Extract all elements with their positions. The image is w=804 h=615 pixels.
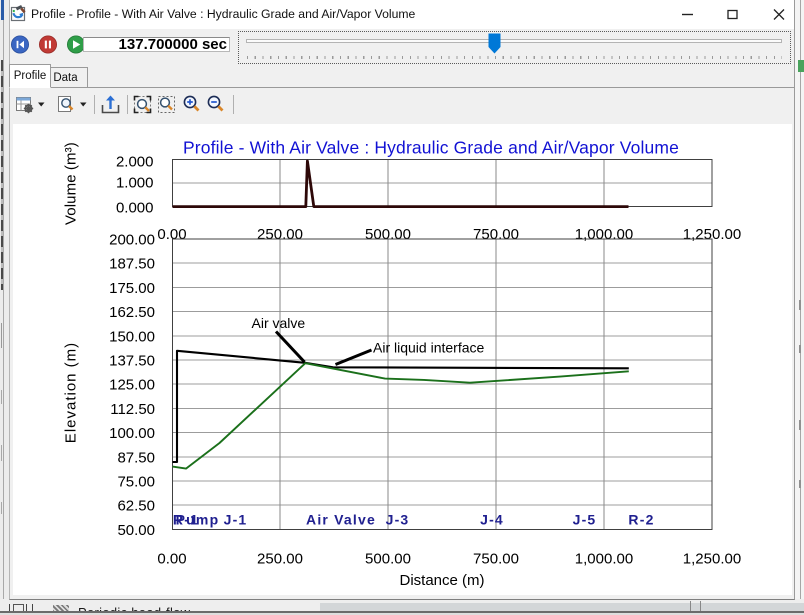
svg-text:J-5: J-5 xyxy=(573,512,597,528)
svg-text:R-2: R-2 xyxy=(628,512,654,528)
svg-text:162.50: 162.50 xyxy=(109,304,155,321)
svg-text:100.00: 100.00 xyxy=(109,425,155,442)
svg-text:J-4: J-4 xyxy=(480,512,504,528)
svg-text:Profile - With Air Valve : Hyd: Profile - With Air Valve : Hydraulic Gra… xyxy=(183,138,679,158)
svg-text:1.000: 1.000 xyxy=(116,175,154,192)
svg-text:175.00: 175.00 xyxy=(109,280,155,297)
svg-text:87.50: 87.50 xyxy=(117,449,155,466)
svg-text:Air valve: Air valve xyxy=(252,315,306,331)
svg-text:2.000: 2.000 xyxy=(116,153,154,170)
svg-text:Distance (m): Distance (m) xyxy=(399,572,484,589)
svg-text:Air liquid interface: Air liquid interface xyxy=(373,340,484,356)
svg-text:62.50: 62.50 xyxy=(117,498,155,515)
svg-text:1,000.00: 1,000.00 xyxy=(575,551,633,568)
svg-text:750.00: 750.00 xyxy=(473,551,519,568)
svg-text:0.00: 0.00 xyxy=(157,551,186,568)
svg-text:250.00: 250.00 xyxy=(257,551,303,568)
svg-text:187.50: 187.50 xyxy=(109,256,155,273)
svg-text:J-1: J-1 xyxy=(224,512,248,528)
svg-text:Air Valve: Air Valve xyxy=(306,512,376,528)
svg-text:75.00: 75.00 xyxy=(117,474,155,491)
svg-text:200.00: 200.00 xyxy=(109,232,155,249)
svg-text:J-3: J-3 xyxy=(386,512,410,528)
svg-text:Elevation (m): Elevation (m) xyxy=(63,342,80,443)
svg-text:1,250.00: 1,250.00 xyxy=(683,551,741,568)
svg-text:R-1: R-1 xyxy=(173,512,199,528)
svg-text:137.50: 137.50 xyxy=(109,353,155,370)
svg-text:112.50: 112.50 xyxy=(110,401,155,418)
svg-text:0.000: 0.000 xyxy=(116,199,154,216)
svg-text:125.00: 125.00 xyxy=(109,377,155,394)
svg-text:500.00: 500.00 xyxy=(365,551,411,568)
svg-text:Pump: Pump xyxy=(176,512,220,528)
svg-text:Volume (m³): Volume (m³) xyxy=(63,142,80,225)
svg-text:50.00: 50.00 xyxy=(117,522,155,539)
svg-text:150.00: 150.00 xyxy=(109,328,155,345)
